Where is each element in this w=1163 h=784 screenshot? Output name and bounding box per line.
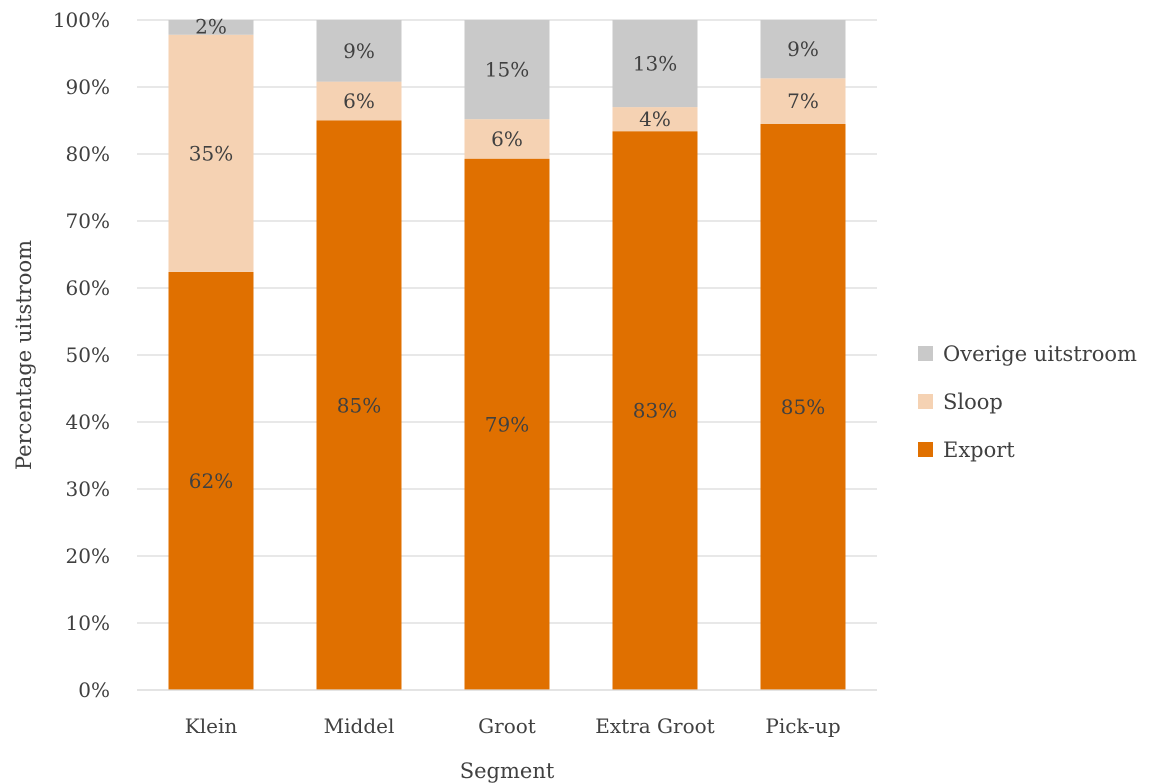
data-label: 15%	[485, 58, 529, 82]
bar-segment	[464, 119, 550, 159]
data-labels: 62% 35% 2% 85% 6% 9% 79% 6% 15% 83% 4% 13% 85% 7% 9%	[189, 14, 825, 493]
y-tick-label: 0%	[78, 678, 110, 702]
legend: Overige uitstroom Sloop Export	[918, 342, 1137, 462]
data-label: 9%	[787, 37, 819, 61]
axes: 0% 10% 20% 30% 40% 50% 60% 70% 80% 90% 100% Klein Mi…	[53, 8, 877, 738]
bar-segment	[316, 20, 402, 82]
data-label: 4%	[639, 107, 671, 131]
bar-segment	[760, 20, 846, 79]
bar-segment	[168, 20, 254, 35]
bar-segment	[316, 120, 402, 690]
bar-segment	[760, 78, 846, 124]
bar-segment	[464, 158, 550, 690]
legend-label: Export	[943, 438, 1015, 462]
y-tick-label: 50%	[66, 343, 110, 367]
y-tick-label: 90%	[66, 75, 110, 99]
x-tick-label: Pick-up	[765, 714, 840, 738]
bar-segment	[612, 107, 698, 132]
legend-swatch	[918, 346, 933, 361]
legend-swatch	[918, 442, 933, 457]
y-tick-label: 30%	[66, 477, 110, 501]
data-label: 85%	[781, 395, 825, 419]
data-label: 13%	[633, 52, 677, 76]
data-label: 2%	[195, 14, 227, 38]
data-label: 85%	[337, 393, 381, 417]
bar-segment	[316, 81, 402, 121]
y-axis-title: Percentage uitstroom	[12, 240, 36, 470]
x-tick-label: Groot	[478, 714, 536, 738]
bar-segment	[760, 123, 846, 691]
data-label: 6%	[343, 89, 375, 113]
legend-swatch	[918, 394, 933, 409]
y-tick-label: 100%	[53, 8, 110, 32]
bars	[168, 20, 846, 691]
legend-label: Sloop	[943, 390, 1003, 414]
x-tick-label: Extra Groot	[595, 714, 714, 738]
y-tick-label: 10%	[66, 611, 110, 635]
bar-segment	[168, 34, 254, 272]
x-tick-label: Klein	[185, 714, 238, 738]
y-tick-label: 60%	[66, 276, 110, 300]
data-label: 83%	[633, 399, 677, 423]
bar-segment	[612, 20, 698, 108]
bar-segment	[168, 271, 254, 690]
y-tick-label: 80%	[66, 142, 110, 166]
data-label: 9%	[343, 39, 375, 63]
data-label: 62%	[189, 469, 233, 493]
bar-segment	[464, 20, 550, 120]
data-label: 6%	[491, 127, 523, 151]
data-label: 7%	[787, 89, 819, 113]
x-axis-title: Segment	[460, 759, 555, 783]
data-label: 35%	[189, 141, 233, 165]
y-tick-label: 20%	[66, 544, 110, 568]
y-tick-label: 70%	[66, 209, 110, 233]
legend-label: Overige uitstroom	[943, 342, 1137, 366]
data-label: 79%	[485, 412, 529, 436]
x-tick-label: Middel	[324, 714, 395, 738]
y-tick-label: 40%	[66, 410, 110, 434]
bar-segment	[612, 131, 698, 691]
